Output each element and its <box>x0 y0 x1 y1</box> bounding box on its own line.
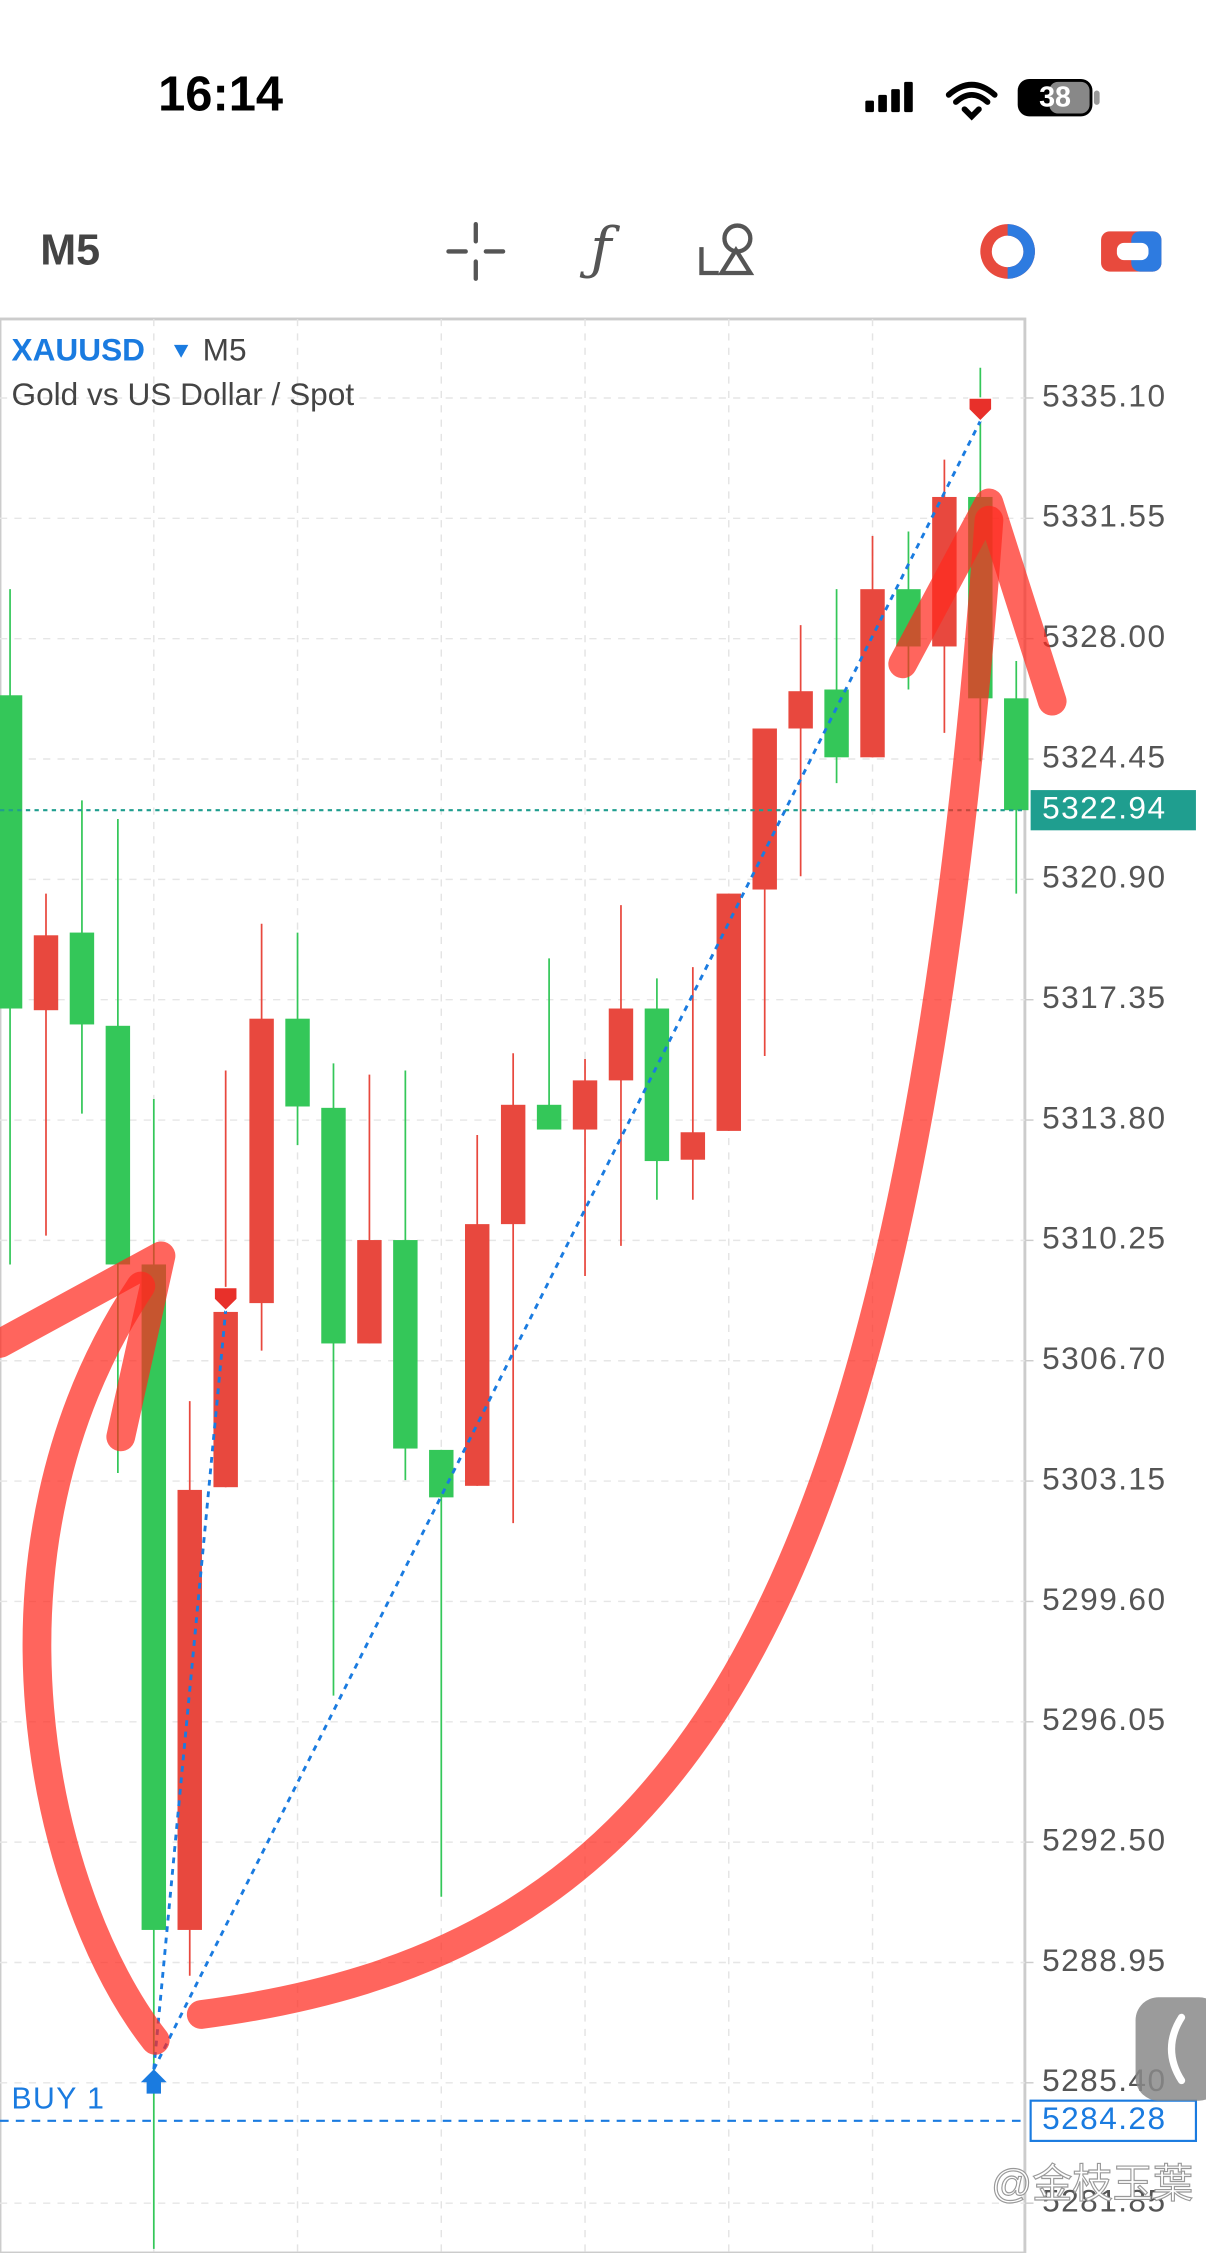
chart-timeframe: M5 <box>203 331 247 367</box>
y-tick-label: 5296.05 <box>1042 1701 1166 1737</box>
candle-body <box>321 1107 346 1344</box>
candle-body <box>33 935 59 1011</box>
exit-marker <box>968 397 993 423</box>
y-tick-label: 5292.50 <box>1042 1821 1166 1857</box>
candle-body <box>644 1008 670 1162</box>
y-tick-label: 5324.45 <box>1042 738 1166 774</box>
y-tick-label: 5303.15 <box>1042 1460 1166 1496</box>
candle-body <box>465 1224 490 1486</box>
signal-icon <box>865 81 913 113</box>
y-tick-label: 5328.00 <box>1042 618 1166 654</box>
wifi-icon <box>945 81 998 121</box>
y-tick-label: 5299.60 <box>1042 1581 1166 1617</box>
candle-body <box>860 589 885 758</box>
candle-body <box>788 691 813 729</box>
trade-line <box>152 420 982 2070</box>
battery-tip <box>1093 90 1100 105</box>
candle-body <box>0 695 23 1009</box>
y-tick-label: 5335.10 <box>1042 377 1166 413</box>
symbol-description: Gold vs US Dollar / Spot <box>11 376 354 412</box>
candle-body <box>429 1449 454 1498</box>
y-tick-label: 5320.90 <box>1042 859 1166 895</box>
exit-marker <box>213 1286 238 1312</box>
candle-body <box>716 893 741 1131</box>
entry-marker <box>140 2069 167 2094</box>
objects-button[interactable] <box>699 223 755 276</box>
position-price-box <box>1029 2099 1198 2142</box>
current-price-box <box>1030 790 1196 831</box>
candle-body <box>177 1489 202 1930</box>
trade-button[interactable] <box>980 224 1035 279</box>
side-panel-chevron <box>1168 2013 1186 2085</box>
account-button[interactable] <box>1101 231 1162 272</box>
candle-body <box>500 1104 526 1225</box>
candle-body <box>1004 698 1029 811</box>
symbol-dropdown[interactable] <box>173 344 189 358</box>
current-price-label: 5322.94 <box>1042 790 1166 826</box>
clock: 16:14 <box>158 68 283 122</box>
candle-body <box>105 1025 131 1265</box>
symbol[interactable]: XAUUSD <box>11 331 145 367</box>
candle-body <box>824 689 849 758</box>
candle-body <box>572 1080 598 1130</box>
battery-empty <box>1049 81 1090 114</box>
y-tick-label: 5331.55 <box>1042 498 1166 534</box>
trade-line <box>152 1310 228 2070</box>
position-label: BUY 1 <box>11 2083 105 2116</box>
crosshair-button[interactable] <box>446 221 506 281</box>
candle-body <box>608 1008 634 1081</box>
indicators-button[interactable]: ƒ <box>579 215 620 282</box>
y-tick-label: 5310.25 <box>1042 1220 1166 1256</box>
y-tick-label: 5281.85 <box>1042 2183 1166 2219</box>
timeframe-button[interactable]: M5 <box>40 226 100 274</box>
candle-body <box>357 1240 382 1344</box>
candle-body <box>536 1104 562 1130</box>
candle-body <box>285 1018 310 1107</box>
candle-body <box>249 1018 274 1304</box>
y-tick-label: 5313.80 <box>1042 1099 1166 1135</box>
candle-body <box>69 932 95 1025</box>
y-tick-label: 5317.35 <box>1042 979 1166 1015</box>
y-tick-label: 5288.95 <box>1042 1942 1166 1978</box>
candle-body <box>680 1132 706 1160</box>
candle-body <box>752 728 777 890</box>
position-price: 5284.28 <box>1042 2100 1166 2136</box>
battery-level: 38 <box>1039 82 1071 114</box>
candle-body <box>393 1240 418 1449</box>
candle-body <box>213 1311 238 1488</box>
watermark: @金枝玉葉 <box>991 2162 1193 2207</box>
y-tick-label: 5306.70 <box>1042 1340 1166 1376</box>
annotation-arrows <box>0 488 1067 2055</box>
